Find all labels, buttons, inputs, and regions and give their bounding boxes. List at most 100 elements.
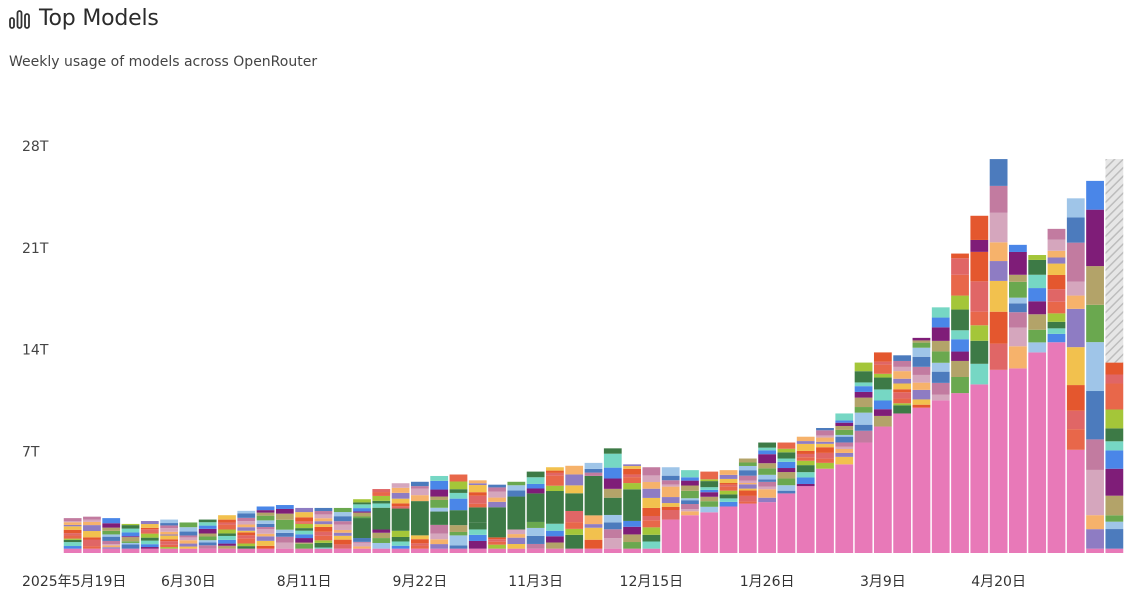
bar-segment [758, 468, 777, 475]
bar-segment [912, 340, 931, 343]
bar-segment-base [1028, 352, 1047, 553]
week-bar [970, 215, 989, 553]
bar-segment-base [218, 548, 236, 553]
bar-segment [526, 527, 545, 536]
bar-segment [893, 360, 912, 367]
bar-segment [1105, 383, 1124, 410]
bar-segment [218, 515, 236, 520]
bar-segment-base [758, 502, 777, 553]
bar-segment [526, 521, 545, 528]
bar-segment [121, 541, 140, 543]
bar-segment [237, 513, 256, 518]
bar-segment [546, 475, 564, 486]
bar-segment [584, 527, 603, 540]
bar-segment-base [970, 384, 989, 553]
bar-segment [275, 532, 294, 537]
week-bar [1028, 255, 1047, 553]
bar-segment [912, 389, 931, 400]
bar-segment [584, 515, 603, 525]
bar-segment [140, 527, 159, 530]
bar-segment [854, 412, 873, 425]
week-bar [468, 480, 487, 553]
bar-segment [160, 519, 178, 524]
bar-segment [391, 530, 410, 537]
bar-segment [140, 540, 159, 545]
bar-segment [353, 541, 371, 543]
bar-segment [295, 542, 314, 544]
bar-segment [623, 496, 641, 521]
bar-segment [546, 536, 564, 543]
x-tick-label: 6月30日 [161, 574, 216, 590]
week-bar [160, 519, 178, 553]
bar-segment [835, 425, 854, 430]
bar-segment [623, 468, 641, 475]
bar-segment [796, 441, 815, 444]
bar-segment [391, 545, 410, 549]
bar-segment [623, 466, 641, 469]
week-bar [102, 518, 121, 553]
bar-segment [430, 539, 449, 545]
bar-segment [700, 492, 719, 497]
bar-segment [758, 486, 777, 490]
bar-segment [970, 325, 989, 341]
bar-segment [468, 507, 487, 523]
bar-segment [893, 366, 912, 372]
bar-segment [584, 475, 603, 516]
bar-segment-base [121, 548, 140, 553]
bar-segment [256, 520, 275, 524]
bar-segment [835, 413, 854, 421]
week-bar [410, 481, 429, 553]
bar-segment [333, 512, 352, 517]
bar-segment [1028, 259, 1047, 275]
bar-segment [603, 522, 622, 530]
bar-segment [102, 544, 121, 546]
bar-segment [623, 489, 641, 497]
bar-segment [410, 539, 429, 544]
bar-segment-base [1066, 449, 1085, 553]
bar-segment [738, 501, 757, 504]
bar-segment-base [449, 548, 468, 553]
bar-segment [449, 535, 468, 546]
bar-segment [893, 389, 912, 393]
bar-segment [102, 536, 121, 541]
x-tick-label: 1月26日 [740, 574, 795, 590]
bar-segment [488, 501, 506, 508]
bar-segment [758, 450, 777, 455]
bar-segment-base [275, 548, 294, 553]
bar-segment [546, 472, 564, 476]
bar-segment [1086, 304, 1104, 343]
bar-segment [546, 542, 564, 549]
bar-segment [121, 525, 140, 529]
bar-segment [970, 251, 989, 282]
week-bar [83, 516, 101, 553]
bar-segment [603, 529, 622, 539]
bar-segment [507, 543, 526, 549]
bar-segment [391, 536, 410, 542]
bar-segment [372, 492, 391, 496]
bar-segment [160, 547, 178, 549]
bar-segment [893, 403, 912, 406]
bar-segment [391, 492, 410, 499]
bar-segment [835, 434, 854, 437]
bar-segment [1086, 342, 1104, 392]
bar-segment [642, 527, 661, 535]
bar-segment [237, 517, 256, 522]
bar-segment [391, 483, 410, 488]
bar-segment [507, 490, 526, 497]
y-tick-label: 14T [22, 343, 49, 359]
bar-segment [1066, 217, 1085, 243]
bar-segment [314, 531, 333, 536]
bar-segment [912, 356, 931, 367]
week-bar [565, 465, 584, 553]
bar-segment [160, 544, 178, 548]
week-bar [1047, 228, 1066, 553]
week-bar [1009, 244, 1027, 553]
bar-segment [835, 422, 854, 426]
bar-segment [140, 521, 159, 525]
week-bar [777, 442, 796, 553]
bar-segment [1066, 429, 1085, 450]
bar-segment [873, 364, 892, 374]
bar-segment [83, 537, 101, 540]
bar-segment [1047, 274, 1066, 290]
